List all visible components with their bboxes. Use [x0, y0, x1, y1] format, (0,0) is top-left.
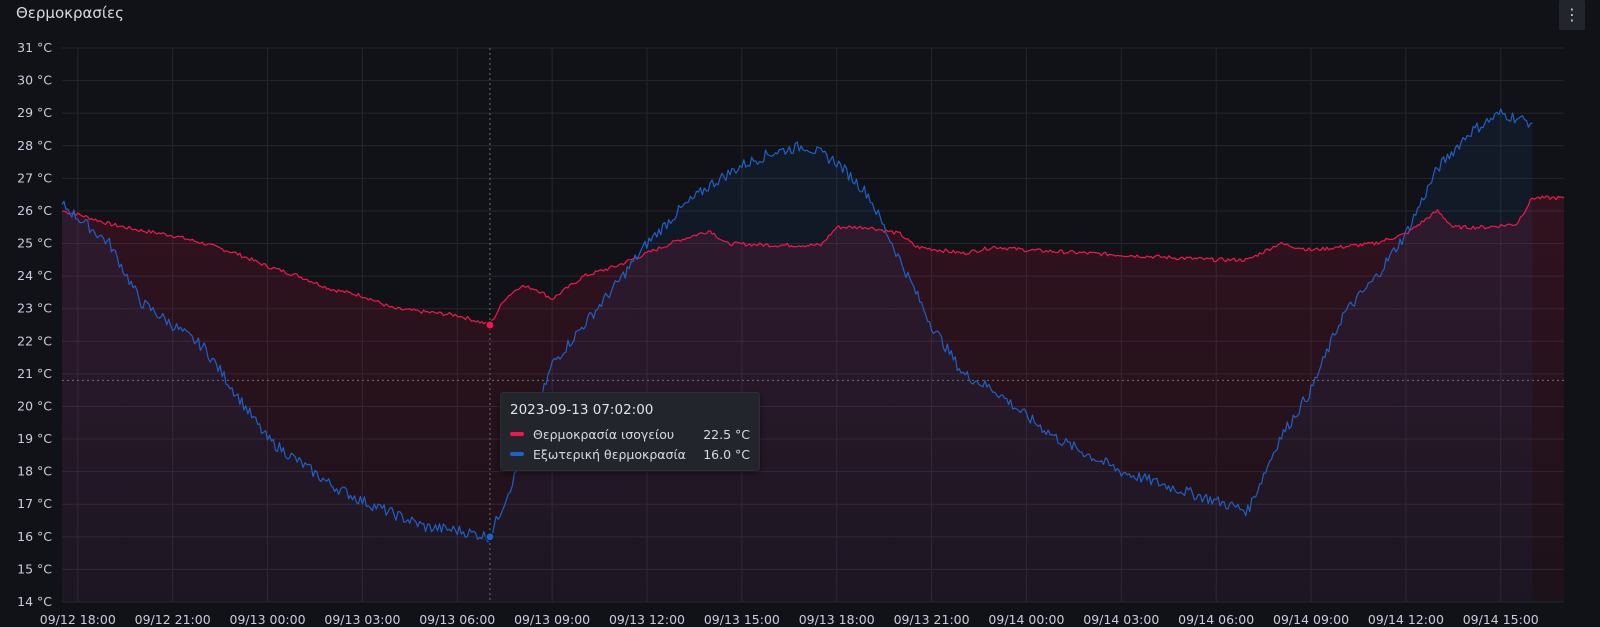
x-tick-label: 09/14 15:00 — [1463, 612, 1539, 627]
crosshair — [62, 48, 1564, 602]
series-line — [61, 195, 1565, 326]
x-tick-label: 09/13 00:00 — [230, 612, 306, 627]
tooltip-row: Εξωτερική θερμοκρασία 16.0 °C — [510, 444, 750, 464]
y-tick-label: 14 °C — [17, 594, 52, 609]
x-tick-label: 09/14 12:00 — [1368, 612, 1444, 627]
x-tick-label: 09/13 18:00 — [799, 612, 875, 627]
panel-menu-button[interactable]: ⋮ — [1559, 0, 1585, 30]
y-tick-label: 28 °C — [17, 138, 52, 153]
y-axis: 14 °C 15 °C 16 °C 17 °C 18 °C 19 °C 20 °C 21 °C… — [17, 40, 52, 609]
tooltip: 2023-09-13 07:02:00 Θερμοκρασία ισογείου… — [500, 392, 760, 471]
tooltip-series-name: Εξωτερική θερμοκρασία — [533, 446, 686, 462]
series-line — [61, 108, 1533, 543]
y-tick-label: 20 °C — [17, 398, 52, 413]
tooltip-series-value: 16.0 °C — [703, 446, 750, 462]
x-tick-label: 09/14 09:00 — [1273, 612, 1349, 627]
tooltip-series-value: 22.5 °C — [703, 426, 750, 442]
series-swatch — [510, 432, 524, 436]
x-tick-label: 09/14 00:00 — [988, 612, 1064, 627]
tooltip-series-name: Θερμοκρασία ισογείου — [533, 426, 675, 442]
more-vertical-icon: ⋮ — [1564, 5, 1580, 24]
y-tick-label: 23 °C — [17, 301, 52, 316]
series-lines — [61, 108, 1565, 543]
y-tick-label: 29 °C — [17, 105, 52, 120]
series-areas — [62, 108, 1564, 603]
y-tick-label: 31 °C — [17, 40, 52, 55]
x-tick-label: 09/13 03:00 — [324, 612, 400, 627]
x-axis: 09/12 18:00 09/12 21:00 09/13 00:00 09/13 0… — [40, 612, 1539, 627]
series-area — [62, 108, 1533, 603]
y-tick-label: 30 °C — [17, 73, 52, 88]
y-tick-label: 19 °C — [17, 431, 52, 446]
y-tick-label: 24 °C — [17, 268, 52, 283]
y-tick-label: 26 °C — [17, 203, 52, 218]
x-tick-label: 09/12 21:00 — [135, 612, 211, 627]
tooltip-row: Θερμοκρασία ισογείου 22.5 °C — [510, 424, 750, 444]
x-tick-label: 09/13 12:00 — [609, 612, 685, 627]
x-tick-label: 09/14 06:00 — [1178, 612, 1254, 627]
tooltip-timestamp: 2023-09-13 07:02:00 — [510, 402, 654, 418]
x-tick-label: 09/13 21:00 — [894, 612, 970, 627]
panel-title: Θερμοκρασίες — [16, 4, 124, 22]
y-tick-label: 18 °C — [17, 464, 52, 479]
y-tick-label: 16 °C — [17, 529, 52, 544]
series-swatch — [510, 452, 524, 456]
x-tick-label: 09/13 06:00 — [419, 612, 495, 627]
y-tick-label: 25 °C — [17, 236, 52, 251]
hover-point — [485, 532, 495, 542]
y-tick-label: 22 °C — [17, 333, 52, 348]
y-tick-label: 21 °C — [17, 366, 52, 381]
y-tick-label: 15 °C — [17, 561, 52, 576]
x-tick-label: 09/13 09:00 — [514, 612, 590, 627]
hover-point — [485, 320, 495, 330]
x-tick-label: 09/12 18:00 — [40, 612, 116, 627]
y-tick-label: 27 °C — [17, 170, 52, 185]
x-tick-label: 09/14 03:00 — [1083, 612, 1159, 627]
y-tick-label: 17 °C — [17, 496, 52, 511]
x-tick-label: 09/13 15:00 — [704, 612, 780, 627]
